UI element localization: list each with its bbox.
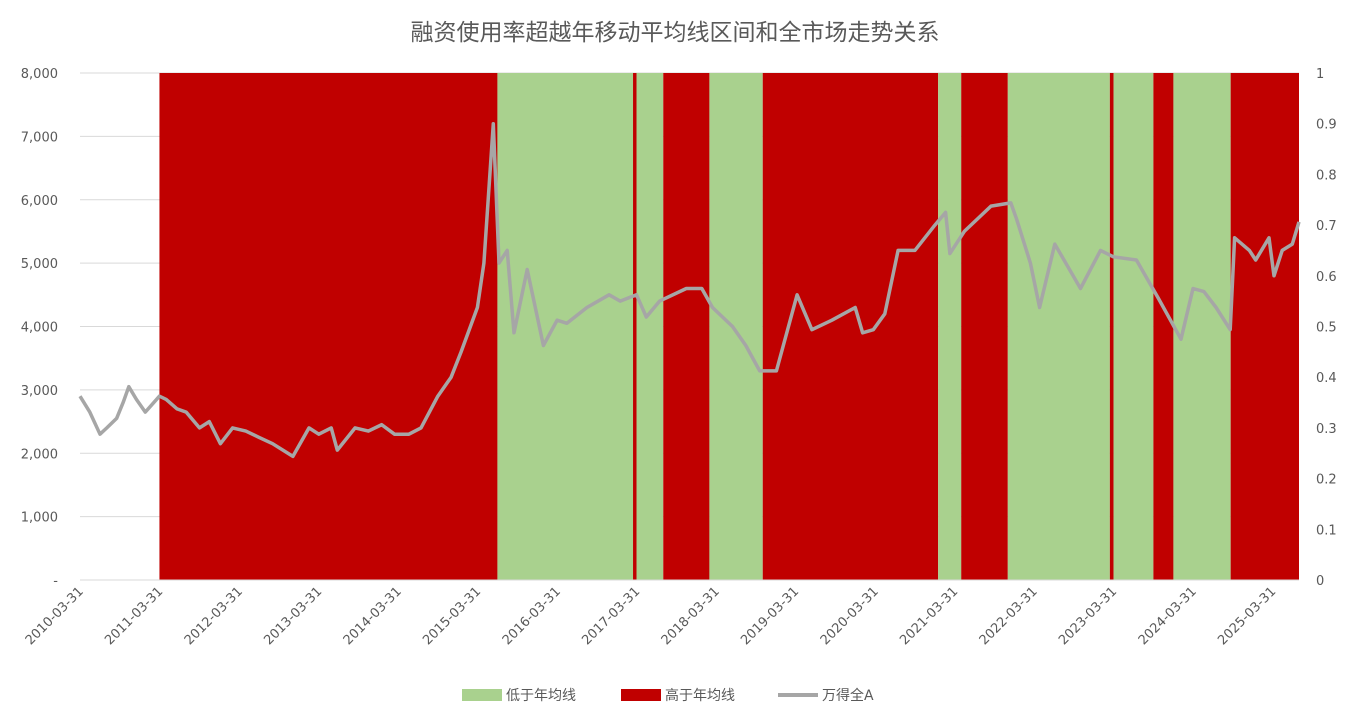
region-above: [1153, 73, 1174, 580]
y-tick-label: 8,000: [21, 67, 58, 82]
y-tick-label: 6,000: [21, 194, 58, 209]
region-below: [497, 73, 634, 580]
y2-tick-label: 0.8: [1316, 168, 1337, 183]
y2-tick-label: 0.5: [1316, 321, 1337, 336]
legend: 低于年均线 高于年均线 万得全A: [462, 687, 874, 704]
x-tick-label: 2019-03-31: [738, 584, 802, 648]
y2-tick-label: 0: [1316, 574, 1324, 589]
x-tick-label: 2022-03-31: [977, 584, 1041, 648]
y-tick-label: 5,000: [21, 257, 58, 272]
x-tick-label: 2011-03-31: [102, 584, 166, 648]
x-tick-label: 2014-03-31: [341, 584, 405, 648]
x-tick-label: 2020-03-31: [818, 584, 882, 648]
x-tick-label: 2015-03-31: [420, 584, 484, 648]
legend-swatch: [462, 689, 502, 701]
y2-tick-label: 0.6: [1316, 270, 1337, 285]
x-tick-label: 2021-03-31: [897, 584, 961, 648]
region-above: [663, 73, 710, 580]
region-above: [762, 73, 939, 580]
x-tick-label: 2024-03-31: [1136, 584, 1200, 648]
x-tick-label: 2016-03-31: [500, 584, 564, 648]
region-above: [1230, 73, 1299, 580]
legend-label: 高于年均线: [665, 687, 735, 704]
region-below: [709, 73, 763, 580]
y2-tick-label: 1: [1316, 67, 1324, 82]
region-above: [159, 73, 498, 580]
x-tick-label: 2010-03-31: [23, 584, 87, 648]
y-tick-label: 7,000: [21, 130, 58, 145]
chart-title: 融资使用率超越年移动平均线区间和全市场走势关系: [411, 20, 940, 46]
y2-tick-label: 0.4: [1316, 371, 1337, 386]
index-line-layer: [78, 121, 1301, 459]
x-tick-label: 2017-03-31: [579, 584, 643, 648]
region-below: [938, 73, 962, 580]
legend-swatch: [621, 689, 661, 701]
y2-tick-label: 0.3: [1316, 422, 1337, 437]
shaded-regions: [159, 73, 1299, 580]
y-tick-label: 3,000: [21, 384, 58, 399]
wind-all-a-line: [78, 121, 1301, 459]
region-below: [636, 73, 664, 580]
x-tick-label: 2025-03-31: [1215, 584, 1279, 648]
x-tick-label: 2012-03-31: [182, 584, 246, 648]
legend-label: 低于年均线: [506, 688, 576, 704]
y-tick-label: -: [53, 574, 58, 589]
region-below: [1007, 73, 1110, 580]
y-tick-label: 2,000: [21, 447, 58, 462]
region-below: [1173, 73, 1231, 580]
legend-label: 万得全A: [822, 687, 874, 704]
y-tick-label: 4,000: [21, 321, 58, 336]
y2-tick-label: 0.2: [1316, 473, 1337, 488]
y-tick-label: 1,000: [21, 511, 58, 526]
y2-tick-label: 0.9: [1316, 118, 1337, 133]
x-tick-label: 2018-03-31: [659, 584, 723, 648]
y2-tick-label: 0.7: [1316, 219, 1337, 234]
region-above: [633, 73, 637, 580]
region-below: [1113, 73, 1154, 580]
region-above: [1109, 73, 1114, 580]
x-tick-label: 2013-03-31: [261, 584, 325, 648]
y2-tick-label: 0.1: [1316, 523, 1337, 538]
x-tick-label: 2023-03-31: [1056, 584, 1120, 648]
region-above: [961, 73, 1008, 580]
